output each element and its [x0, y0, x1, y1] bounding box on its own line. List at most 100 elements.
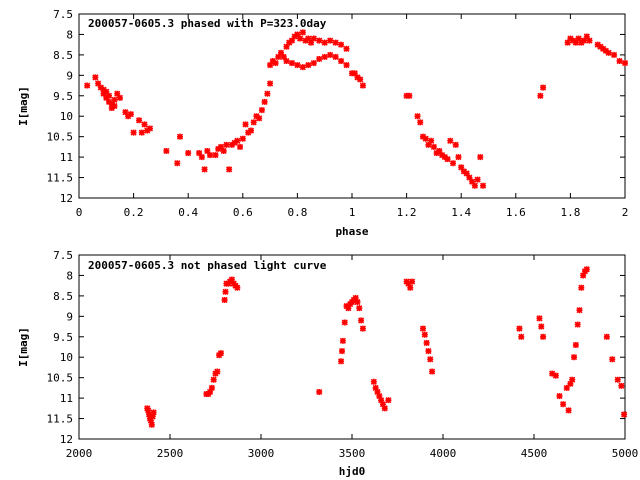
y-tick-label: 10: [60, 110, 73, 123]
data-point: [428, 137, 435, 144]
data-point: [447, 137, 454, 144]
data-point: [552, 372, 559, 379]
y-axis-label: I[mag]: [17, 86, 30, 126]
data-point: [414, 113, 421, 120]
data-point: [316, 55, 323, 63]
data-point: [150, 409, 157, 416]
data-point: [141, 121, 148, 128]
data-point: [518, 333, 525, 340]
data-point: [563, 384, 570, 391]
data-point: [479, 182, 487, 189]
data-point: [567, 380, 574, 387]
data-point: [351, 70, 358, 77]
x-tick-label: 5000: [612, 447, 639, 460]
data-point: [569, 376, 576, 383]
data-point: [436, 147, 443, 155]
x-tick-label: 2000: [66, 447, 93, 460]
data-point: [84, 82, 91, 89]
data-point: [374, 388, 381, 396]
data-point: [299, 29, 306, 36]
data-point: [372, 384, 379, 391]
data-point: [332, 39, 339, 46]
data-point: [196, 149, 203, 157]
data-point: [564, 39, 571, 46]
data-point: [469, 178, 476, 185]
data-point: [208, 384, 215, 391]
data-point: [407, 284, 414, 291]
data-point: [272, 60, 279, 67]
data-point: [359, 82, 366, 89]
data-point: [425, 141, 432, 148]
x-tick-label: 0.6: [233, 206, 253, 219]
x-tick-label: 2500: [157, 447, 184, 460]
data-point: [288, 60, 296, 67]
top-phased-chart: 0 0.2 0.4 0.6 0.8 1 1.2 1.4 1.6 1.8 2 7.5 8 8.5 9 9.5 10…: [17, 8, 628, 238]
data-point: [111, 96, 118, 103]
data-point: [605, 49, 612, 56]
y-tick-label: 10.5: [47, 372, 74, 385]
y-tick-label: 11.5: [47, 172, 74, 185]
data-point: [210, 376, 217, 383]
data-point: [146, 125, 154, 132]
data-point: [267, 80, 274, 87]
data-point: [574, 321, 581, 328]
data-point: [275, 53, 282, 60]
y-tick-label: 11: [60, 151, 73, 164]
y-tick-label: 8: [66, 28, 73, 41]
data-point: [198, 154, 205, 161]
y-tick-label: 11.5: [47, 413, 74, 426]
data-point: [419, 325, 427, 332]
data-point: [575, 35, 582, 42]
data-point: [146, 411, 153, 418]
data-point: [452, 141, 459, 148]
data-point: [338, 57, 345, 65]
data-point: [408, 278, 416, 285]
data-point: [258, 107, 265, 114]
data-point: [611, 51, 618, 58]
x-tick-label: 4000: [430, 447, 457, 460]
data-point: [430, 143, 437, 150]
data-point: [378, 397, 385, 404]
y-tick-label: 10.5: [47, 131, 74, 144]
data-point: [147, 417, 154, 424]
chart-title: 200057-0605.3 phased with P=323.0day: [88, 17, 327, 30]
data-point: [354, 298, 361, 306]
data-point: [570, 354, 578, 361]
data-point: [92, 74, 99, 81]
data-point: [261, 98, 268, 105]
x-tick-label: 0.4: [178, 206, 198, 219]
data-point: [540, 84, 547, 91]
data-point: [237, 143, 244, 150]
data-point: [206, 388, 214, 396]
data-point: [122, 109, 129, 116]
data-point: [370, 378, 377, 385]
y-axis-label: I[mag]: [17, 327, 30, 367]
data-point: [239, 135, 246, 142]
data-point: [343, 45, 350, 52]
y-tick-label: 8.5: [53, 49, 73, 62]
data-point: [220, 147, 227, 155]
data-point: [114, 90, 121, 97]
data-point: [144, 405, 151, 412]
data-point: [458, 164, 465, 171]
data-point: [103, 88, 110, 95]
data-point: [422, 135, 429, 142]
y-tick-label: 10: [60, 351, 73, 364]
data-point: [352, 294, 359, 301]
data-point: [556, 393, 563, 400]
data-point: [381, 405, 388, 412]
data-point: [572, 39, 579, 46]
data-point: [135, 117, 143, 124]
data-point: [463, 170, 470, 177]
x-axis-label: phase: [335, 225, 368, 238]
data-point: [316, 37, 323, 44]
y-tick-label: 12: [60, 433, 73, 446]
data-point: [538, 323, 545, 330]
x-tick-label: 3000: [248, 447, 275, 460]
data-point: [359, 325, 366, 332]
data-point: [217, 143, 225, 150]
data-point: [586, 37, 593, 44]
data-point: [145, 407, 152, 414]
data-point: [572, 341, 579, 349]
